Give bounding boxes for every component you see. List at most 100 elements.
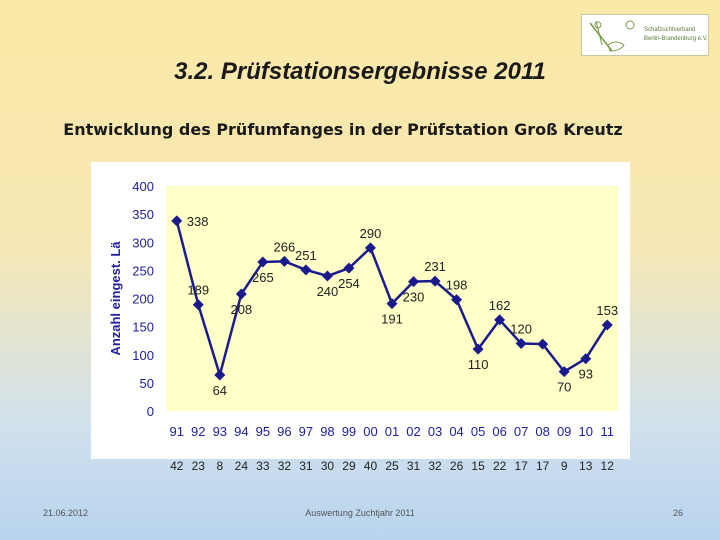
data-label: 198 [446,278,468,293]
data-label: 254 [338,276,360,291]
y-tick-label: 350 [132,207,154,222]
secondary-value-label: 26 [450,459,464,473]
secondary-value-label: 25 [385,459,399,473]
y-tick-label: 400 [132,179,154,194]
y-tick-label: 50 [140,376,154,391]
y-tick-label: 0 [147,404,154,419]
sheep-logo-icon [589,20,635,52]
x-tick-label: 98 [320,424,334,439]
data-point-marker [408,276,420,288]
x-tick-label: 05 [471,424,485,439]
slide-title: 3.2. Prüfstationsergebnisse 2011 [174,58,546,85]
secondary-value-row: 42 23 8 24 33 32 31 30 29 40 25 31 32 26 15 22 17 17 9 13 12 [170,459,615,473]
page-number: 26 [673,508,684,518]
x-tick-label: 08 [535,424,549,439]
secondary-value-label: 17 [536,459,550,473]
secondary-value-label: 42 [170,459,184,473]
data-label: 93 [578,367,592,382]
x-tick-label: 94 [234,424,248,439]
x-tick-label: 10 [578,424,592,439]
secondary-value-label: 40 [364,459,378,473]
data-point-marker [364,242,376,254]
data-label: 189 [187,283,209,298]
data-point-marker [343,262,355,274]
data-label: 338 [187,214,209,229]
secondary-value-label: 9 [561,459,568,473]
data-label: 231 [424,259,446,274]
data-point-marker [451,294,463,306]
data-point-marker [214,369,226,381]
x-tick-label: 95 [256,424,270,439]
data-point-marker [386,298,398,310]
secondary-value-label: 12 [601,459,615,473]
data-label: 64 [213,383,227,398]
data-point-marker [494,314,506,326]
data-label: 191 [381,312,403,327]
x-tick-label: 97 [299,424,313,439]
data-point-marker [278,255,290,267]
secondary-value-label: 15 [471,459,485,473]
line-chart: 05 0 10 01 50 200 250 300 350 400 91 92 93 94 95 96 97 98… [108,179,618,439]
secondary-value-label: 13 [579,459,593,473]
data-point-marker [472,343,484,355]
x-tick-label: 00 [363,424,377,439]
secondary-value-label: 22 [493,459,507,473]
secondary-value-label: 32 [278,459,292,473]
y-tick-label: 250 [132,263,154,278]
data-label: 110 [468,357,489,372]
x-tick-label: 92 [191,424,205,439]
data-point-marker [257,256,269,268]
footer-date: 21.06.2012 [43,508,89,518]
x-tick-label: 03 [428,424,442,439]
data-label: 162 [489,298,511,313]
data-label: 251 [295,248,317,263]
secondary-value-label: 8 [216,459,223,473]
data-label: 290 [360,226,382,241]
slide-subtitle: Entwicklung des Prüfumfanges in der Prüf… [63,120,623,139]
secondary-value-label: 33 [256,459,270,473]
x-tick-label: 91 [170,424,184,439]
x-tick-label: 93 [213,424,227,439]
data-label: 153 [596,303,618,318]
data-label: 266 [274,239,296,254]
data-point-marker [601,319,613,331]
data-label: 240 [317,284,339,299]
association-logo: Schafzuchtverband Berlin-Brandenburg e.V… [581,14,709,56]
data-label: 208 [230,302,252,317]
x-tick-label: 07 [514,424,528,439]
data-point-marker [558,366,570,378]
secondary-value-label: 30 [321,459,335,473]
data-point-marker [537,338,549,350]
x-tick-label: 96 [277,424,291,439]
data-point-marker [429,275,441,287]
data-point-marker [321,270,333,282]
x-tick-label: 01 [385,424,399,439]
data-label: 230 [403,290,425,305]
footer-center-text: Auswertung Zuchtjahr 2011 [305,508,415,518]
logo-line-1: Schafzuchtverband [644,27,696,33]
x-tick-label: 99 [342,424,356,439]
secondary-value-label: 31 [407,459,421,473]
secondary-value-label: 29 [342,459,356,473]
y-tick-label: 300 [132,235,154,250]
x-tick-label: 02 [406,424,420,439]
chart-frame: 0 5 0 10 0 1 50 200 250 300 350 400 91 92 93 94 95 96 97 98… [91,162,630,459]
secondary-value-label: 23 [192,459,206,473]
data-point-marker [580,353,592,365]
secondary-value-label: 32 [428,459,442,473]
y-tick-label: 100 [132,348,154,363]
data-point-marker [235,288,247,300]
y-axis-label: Anzahl eingest. Lä [108,241,123,356]
data-point-marker [171,215,183,227]
x-tick-label: 06 [492,424,506,439]
logo-line-2: Berlin-Brandenburg e.V. [644,36,708,42]
data-point-marker [300,264,312,276]
data-label: 120 [510,322,532,337]
x-tick-label: 04 [449,424,463,439]
secondary-value-label: 24 [235,459,249,473]
data-point-marker [515,338,527,349]
data-label: 70 [557,380,571,395]
x-tick-label: 09 [557,424,571,439]
data-point-marker [192,299,204,311]
y-tick-label: 200 [132,292,154,307]
